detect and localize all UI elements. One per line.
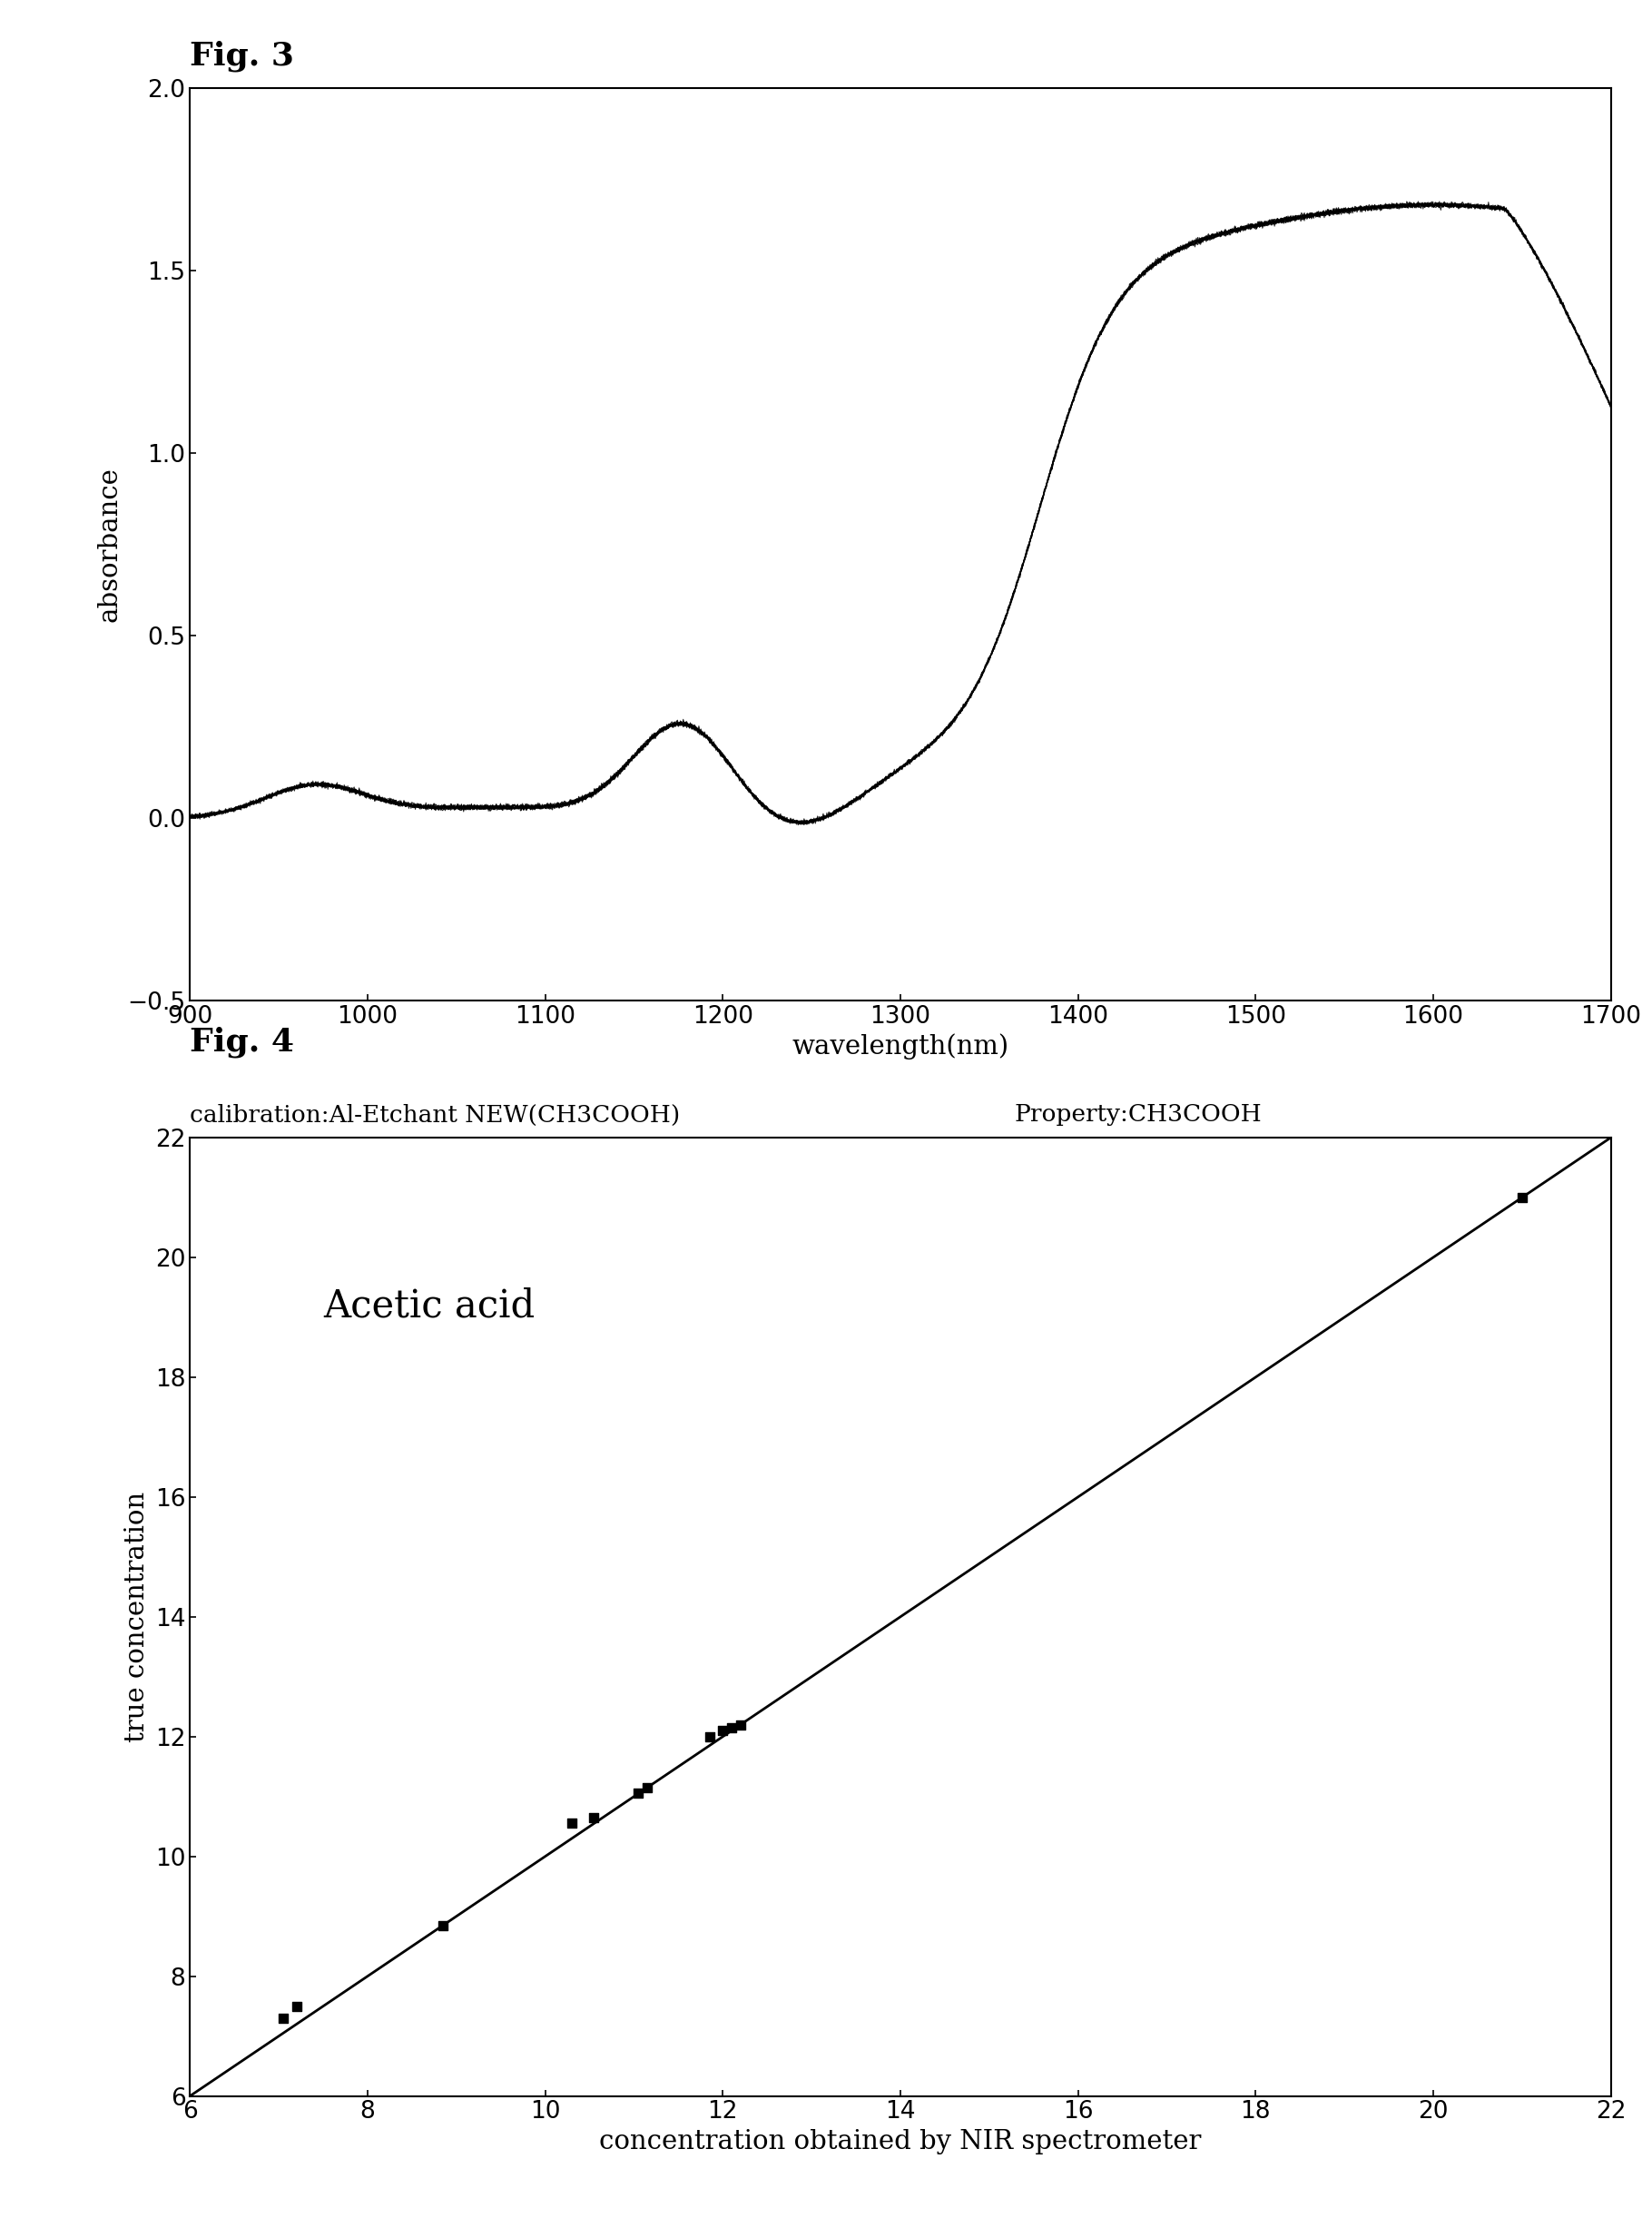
Y-axis label: true concentration: true concentration (124, 1490, 150, 1741)
X-axis label: concentration obtained by NIR spectrometer: concentration obtained by NIR spectromet… (600, 2129, 1201, 2154)
Text: Property:CH3COOH: Property:CH3COOH (1014, 1105, 1262, 1127)
Point (558, 1805, 585, 1841)
Point (269, 2001, 296, 2036)
Point (719, 1710, 745, 1746)
Point (695, 1719, 722, 1754)
Point (727, 1708, 753, 1743)
Point (284, 1987, 311, 2023)
Text: Fig. 3: Fig. 3 (190, 40, 294, 71)
Text: calibration:Al-Etchant NEW(CH3COOH): calibration:Al-Etchant NEW(CH3COOH) (190, 1105, 681, 1127)
Y-axis label: absorbance: absorbance (97, 466, 122, 621)
Text: Fig. 4: Fig. 4 (190, 1027, 294, 1058)
Text: Acetic acid: Acetic acid (324, 1286, 535, 1326)
Point (624, 1777, 651, 1812)
Point (582, 1799, 608, 1834)
Point (634, 1770, 661, 1805)
Point (430, 1907, 456, 1943)
Point (1508, 1180, 1535, 1215)
Point (710, 1712, 737, 1748)
X-axis label: wavelength(nm): wavelength(nm) (791, 1034, 1009, 1060)
